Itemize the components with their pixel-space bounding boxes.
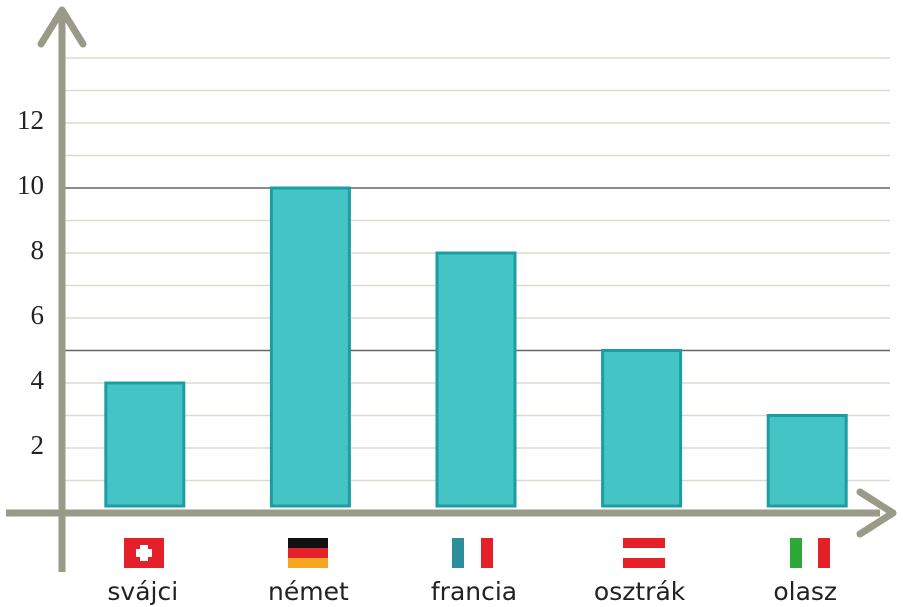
bar [435,251,517,508]
x-tick-label: olasz [773,577,837,606]
flag-austrian [623,538,665,568]
y-tick-label: 2 [31,430,45,460]
bar [269,186,351,508]
flag-swiss [124,538,164,568]
flag-german [288,538,328,568]
y-axis-arrow [37,6,87,48]
x-tick-label: francia [431,577,517,606]
y-tick-label: 12 [17,105,44,135]
flags [124,538,830,568]
y-tick-label: 10 [17,170,44,200]
x-axis-arrow [856,488,897,538]
y-tick-label: 6 [31,300,45,330]
flag-italian [790,538,830,568]
bar [766,414,848,508]
y-tick-label: 4 [31,365,45,395]
bar [104,381,186,508]
bar [601,349,683,508]
x-tick-label: német [268,577,349,606]
flag-french [452,538,493,568]
x-tick-label: svájci [107,577,178,606]
x-tick-label: osztrák [594,577,686,606]
y-tick-label: 8 [31,235,45,265]
